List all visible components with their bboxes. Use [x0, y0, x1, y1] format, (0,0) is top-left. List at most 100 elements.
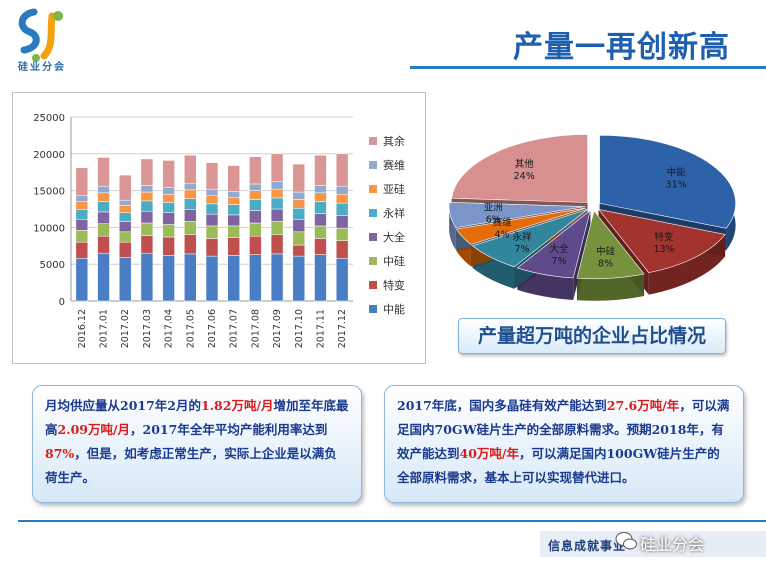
legend-swatch: [369, 257, 377, 265]
bar-segment-中硅: [335, 227, 349, 241]
legend-label: 大全: [383, 230, 405, 244]
pie-label-value: 7%: [514, 244, 529, 255]
legend-label: 亚硅: [383, 183, 405, 196]
pie-side-亚洲: [449, 202, 456, 250]
stacked-bar-chart: 0 5000 10000 15000 20000 25000 2016.12 2017.01…: [33, 113, 405, 348]
x-tick-label: 2017.11: [315, 309, 326, 348]
bar-segment-永祥: [205, 203, 219, 215]
bar-segment-其余: [249, 156, 262, 185]
bar-segment-特变: [270, 234, 284, 255]
bar-segment-亚硅: [227, 196, 240, 205]
bar-segment-大全: [140, 210, 154, 224]
pie-label-value: 7%: [551, 256, 566, 267]
pie-slice-中能: [599, 135, 736, 229]
y-tick-label: 0: [59, 297, 65, 308]
legend-swatch: [369, 305, 377, 313]
bar-segment-亚硅: [97, 192, 110, 202]
pie-slice-中硅: [576, 210, 645, 280]
bar-segment-赛维: [205, 188, 219, 197]
bar-segment-中硅: [162, 224, 175, 238]
bar-segment-亚硅: [249, 190, 262, 200]
capacity-value-2018: 40万吨/年: [459, 446, 519, 461]
bar-segment-特变: [292, 244, 305, 257]
bar-segment-亚硅: [119, 205, 132, 213]
bar-segment-大全: [335, 215, 349, 229]
bar-segment-永祥: [270, 197, 284, 210]
pie-slice-永祥: [471, 209, 588, 268]
bar-segment-中能: [119, 257, 132, 302]
bar-segment-永祥: [162, 202, 175, 213]
pie-label-value: 4%: [495, 230, 510, 241]
pie-side-中硅: [576, 273, 645, 301]
bar-segment-中硅: [205, 225, 219, 239]
bar-segment-大全: [227, 214, 240, 227]
capacity-summary-box: 2017年底，国内多晶硅有效产能达到27.6万吨/年，可以满足国内70GW硅片生…: [384, 385, 744, 503]
pie-label-name: 中能: [667, 166, 687, 178]
bar-segment-亚硅: [162, 194, 175, 203]
pie-label-name: 赛维: [493, 217, 513, 229]
bar-segment-中硅: [249, 222, 262, 237]
bar-segment-赛维: [335, 185, 349, 195]
bar-segment-永祥: [119, 212, 132, 222]
y-tick-label: 20000: [33, 150, 65, 161]
bar-segment-特变: [227, 237, 240, 256]
bar-segment-特变: [119, 241, 132, 258]
bar-segment-赛维: [270, 181, 284, 190]
bar-segment-赛维: [75, 195, 89, 202]
legend-swatch: [369, 137, 377, 145]
bar-segment-赛维: [97, 185, 110, 194]
bar-segment-亚硅: [75, 201, 89, 210]
bar-segment-赛维: [119, 199, 132, 206]
footer-slogan: 信息成就事业: [548, 539, 627, 553]
x-tick-label: 2017.04: [164, 309, 175, 348]
x-axis-ticks: 2016.12 2017.01 2017.02 2017.03 2017.04 2017.…: [77, 309, 348, 348]
bar-segment-永祥: [140, 200, 154, 212]
bar-segment-特变: [140, 235, 154, 254]
supply-text-3: ，2017年全年平均产能利用率达到: [130, 422, 328, 437]
bar-segment-其余: [184, 155, 197, 184]
legend-label: 其余: [383, 134, 405, 148]
bar-segment-特变: [314, 238, 327, 255]
pie-label-name: 永祥: [512, 231, 532, 243]
capacity-text-2: ，可以满足国内70GW硅片生产的全部原料需求。预期2018年，有效产能达到: [397, 398, 730, 461]
bar-segment-中能: [227, 255, 240, 302]
legend-label: 中能: [383, 302, 405, 316]
bar-segment-永祥: [97, 201, 110, 213]
bar-segment-中能: [335, 258, 349, 302]
pie-slice-大全: [516, 209, 591, 279]
x-tick-label: 2017.08: [250, 309, 261, 348]
bar-segment-特变: [205, 238, 219, 257]
bar-segment-大全: [314, 213, 327, 227]
capacity-value-2017: 27.6万吨/年: [606, 398, 680, 413]
bar-segment-赛维: [227, 191, 240, 198]
silicon-association-logo: [18, 8, 63, 62]
watermark-text: 硅业分会: [640, 535, 705, 554]
pie-slices: [448, 134, 736, 280]
x-tick-label: 2017.06: [207, 309, 218, 348]
bar-segment-中能: [140, 252, 154, 302]
bar-segment-亚硅: [184, 189, 197, 199]
pie-side-特变: [648, 234, 726, 295]
legend-label: 永祥: [383, 206, 405, 220]
bar-segment-赛维: [162, 187, 175, 195]
bar-segment-特变: [184, 234, 197, 255]
bar-segment-特变: [249, 235, 262, 255]
bar-segment-其余: [205, 162, 219, 190]
pie-slice-亚洲: [448, 202, 586, 228]
pie-slice-赛维: [455, 207, 586, 245]
bar-segment-永祥: [249, 199, 262, 211]
bar-segment-中能: [205, 255, 219, 302]
bar-segment-中硅: [75, 230, 89, 243]
bar-segment-赛维: [140, 185, 154, 193]
bar-segment-亚硅: [292, 199, 305, 209]
bar-segment-大全: [270, 208, 284, 222]
bar-segment-赛维: [292, 191, 305, 200]
bar-segment-中能: [75, 258, 89, 302]
pie-slice-其他: [451, 134, 588, 203]
bar-segment-中能: [270, 253, 284, 302]
y-axis-ticks: 0 5000 10000 15000 20000 25000: [33, 113, 65, 308]
bar-segment-中硅: [292, 231, 305, 246]
bar-segment-中硅: [140, 222, 154, 236]
legend-swatch: [369, 161, 377, 169]
bar-segment-其余: [162, 160, 175, 188]
